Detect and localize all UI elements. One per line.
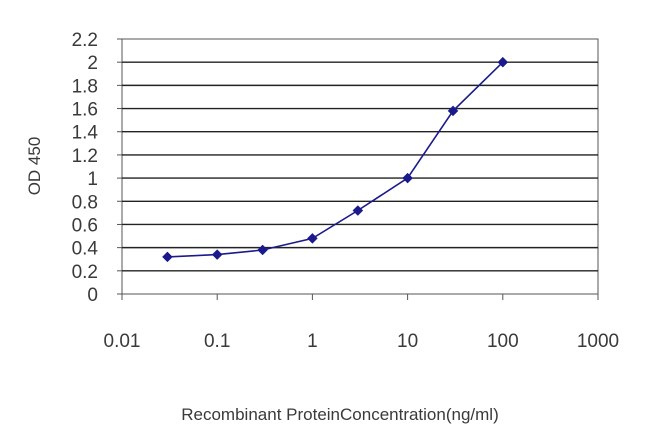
x-tick-label: 0.01 [104, 331, 141, 352]
y-tick-label: 1 [87, 169, 98, 190]
x-tick-label: 100 [487, 331, 519, 352]
y-tick-label: 0.6 [72, 215, 98, 236]
data-point [162, 251, 173, 263]
data-point [257, 244, 268, 256]
series-line [167, 61, 504, 258]
plot-area [121, 38, 599, 295]
x-tick-label: 10 [397, 331, 418, 352]
series-layer [162, 56, 509, 263]
data-point [497, 56, 509, 68]
x-axis-label: Recombinant ProteinConcentration(ng/ml) [181, 405, 499, 424]
data-point [402, 172, 413, 184]
y-tick-label: 1.4 [72, 123, 99, 144]
y-tick-label: 0.4 [72, 239, 99, 260]
data-point [447, 105, 459, 117]
x-tick-label: 1 [307, 331, 318, 352]
y-axis-label: OD 450 [25, 137, 44, 196]
y-tick-label: 0.2 [72, 262, 98, 283]
y-tick-label: 1.2 [72, 146, 98, 167]
y-tick-label: 1.8 [72, 76, 98, 97]
y-axis: 00.20.4 0.60.811.21.41.6 1.822.2 [72, 30, 122, 306]
gridlines [122, 61, 598, 272]
y-tick-label: 0 [87, 285, 98, 306]
y-tick-label: 2 [87, 53, 98, 74]
x-tick-label: 1000 [577, 331, 619, 352]
data-point [307, 233, 318, 244]
x-axis: 0.01 0.1 1 10 100 1000 [104, 294, 619, 352]
data-point [352, 205, 364, 216]
y-tick-label: 1.6 [72, 100, 98, 121]
data-point [211, 249, 223, 260]
y-tick-label: 0.8 [72, 192, 98, 213]
x-tick-label: 0.1 [204, 331, 230, 352]
y-tick-label: 2.2 [72, 30, 98, 51]
